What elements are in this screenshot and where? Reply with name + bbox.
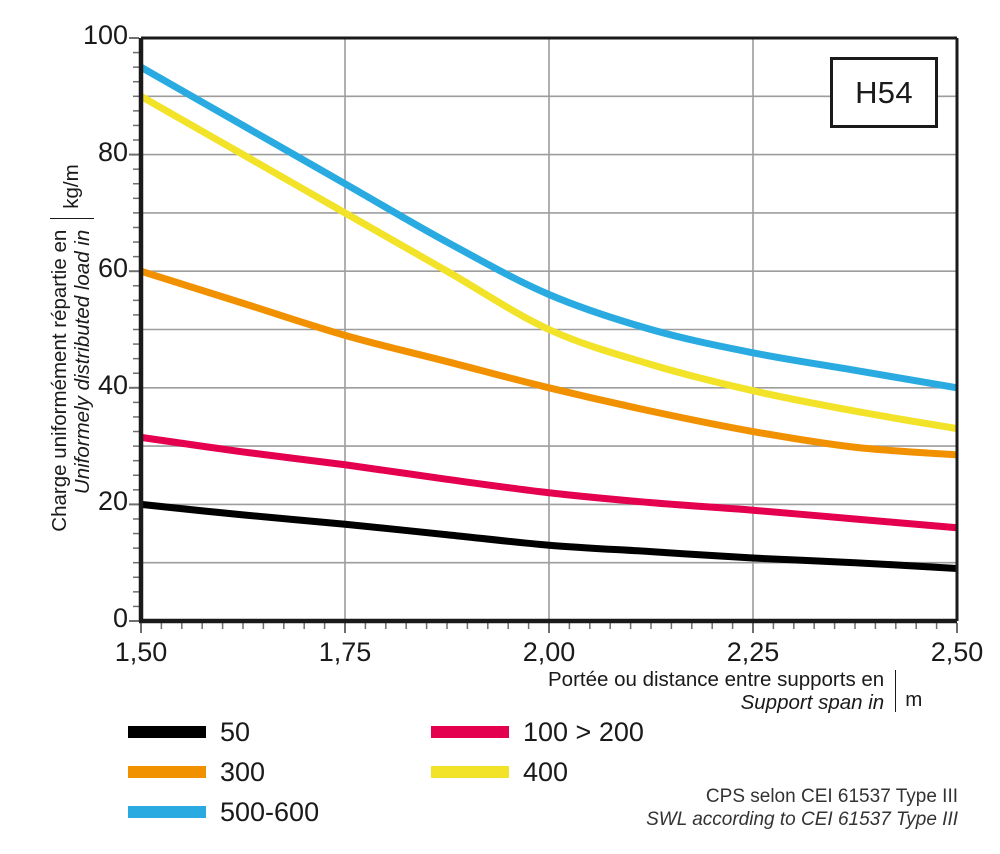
x-tick-1-50: 1,50: [114, 637, 168, 667]
x-axis-minor-ticks: [140, 623, 958, 633]
legend-item: 50: [128, 712, 319, 752]
series-curves: [139, 64, 958, 573]
y-tick-0: 0: [112, 603, 128, 633]
product-code-badge: H54: [830, 57, 938, 128]
x-tick-1-75: 1,75: [318, 637, 372, 667]
legend-label: 100 > 200: [523, 716, 644, 747]
legend-swatch-icon: [431, 766, 509, 778]
legend-item: 300: [128, 752, 319, 792]
x-tick-2-00: 2,00: [522, 637, 576, 667]
y-tick-80: 80: [97, 136, 128, 167]
legend-label: 300: [220, 756, 266, 787]
y-tick-40: 40: [97, 369, 128, 400]
x-axis-title-en: Support span in: [740, 691, 885, 715]
x-tick-2-50: 2,50: [930, 637, 984, 667]
legend-swatch-icon: [128, 726, 206, 738]
legend-swatch-icon: [128, 766, 206, 778]
legend-swatch-icon: [431, 726, 509, 738]
legend-label: 400: [523, 756, 569, 787]
y-tick-100: 100: [82, 20, 128, 50]
x-unit-divider: [895, 670, 897, 713]
series-curve-300: [139, 267, 958, 459]
legend-item: 500-600: [128, 792, 319, 832]
series-curve-50: [140, 500, 958, 573]
y-axis-minor-ticks: [129, 37, 139, 622]
y-tick-60: 60: [97, 253, 128, 284]
footnote-fr: CPS selon CEI 61537 Type III: [705, 786, 958, 807]
legend-item: 400: [431, 752, 644, 792]
x-axis-unit: m: [905, 688, 923, 712]
x-tick-2-25: 2,25: [726, 637, 780, 667]
legend-swatch-icon: [128, 806, 206, 818]
series-curve-500-600: [139, 64, 958, 392]
footnote-en: SWL according to CEI 61537 Type III: [646, 808, 958, 830]
legend-column-right: 100 > 200 400: [431, 712, 644, 792]
legend-item: 100 > 200: [431, 712, 644, 752]
product-code-label: H54: [855, 74, 913, 110]
x-axis-title-fr: Portée ou distance entre supports en: [548, 668, 885, 691]
series-curve-400: [139, 93, 958, 433]
axis-frame: [138, 36, 959, 624]
x-axis-title: Portée ou distance entre supports en Sup…: [548, 668, 922, 714]
legend-column-left: 50 300 500-600: [128, 712, 319, 832]
legend-label: 50: [220, 716, 251, 747]
standard-footnote: CPS selon CEI 61537 Type III SWL accordi…: [646, 786, 958, 832]
legend-label: 500-600: [220, 796, 320, 827]
y-tick-20: 20: [97, 486, 128, 517]
series-curve-100-200: [140, 433, 958, 532]
